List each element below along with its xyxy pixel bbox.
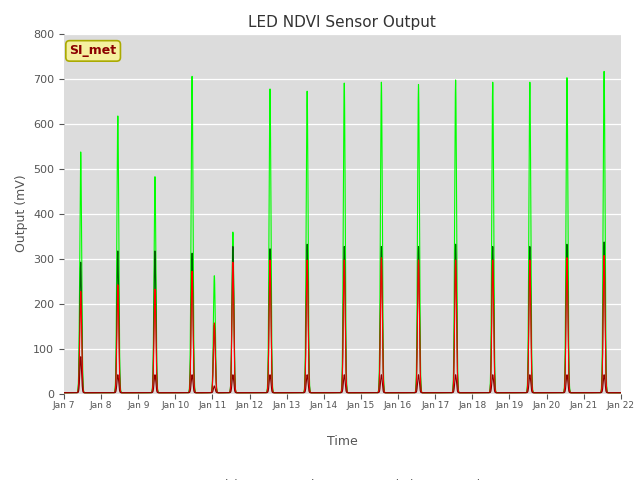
Title: LED NDVI Sensor Output: LED NDVI Sensor Output: [248, 15, 436, 30]
Text: SI_met: SI_met: [70, 44, 116, 58]
Legend: Red_in, Red_out, Nir_in, Nir_out: Red_in, Red_out, Nir_in, Nir_out: [169, 473, 516, 480]
Y-axis label: Output (mV): Output (mV): [15, 175, 28, 252]
X-axis label: Time: Time: [327, 435, 358, 448]
